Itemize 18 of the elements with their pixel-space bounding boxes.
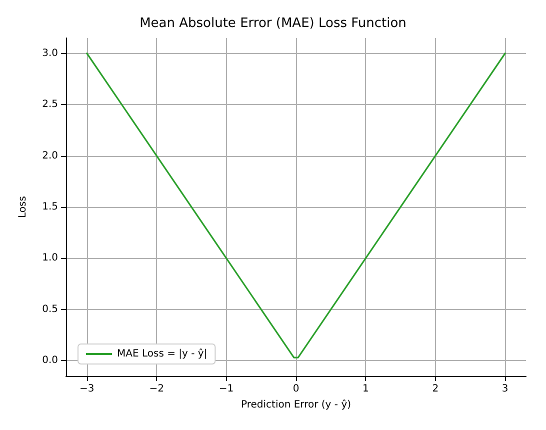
x-tick-label: 0 [292, 384, 300, 394]
y-tick-label: 1.5 [42, 202, 58, 212]
y-tick-label: 0.5 [42, 304, 58, 315]
x-tick-label: −2 [149, 384, 164, 394]
y-tick-label: 3.0 [42, 48, 58, 59]
x-axis-title: Prediction Error (y - ŷ) [240, 398, 352, 410]
y-tick-label: 2.5 [42, 99, 58, 110]
x-tick-label: 2 [432, 384, 439, 394]
x-tick-label: 1 [362, 384, 369, 394]
x-tick-label: −3 [80, 384, 94, 394]
y-tick-label: 0.0 [42, 355, 58, 366]
y-tick-label: 2.0 [42, 150, 58, 162]
x-tick-label: 3 [502, 384, 508, 394]
y-axis-title: Loss [18, 196, 28, 218]
legend-label: MAE Loss = |y - ŷ| [117, 348, 208, 360]
x-tick-label: −1 [218, 384, 234, 394]
y-tick-label: 1.0 [42, 252, 58, 264]
chart-title: Mean Absolute Error (MAE) Loss Function [140, 16, 406, 31]
